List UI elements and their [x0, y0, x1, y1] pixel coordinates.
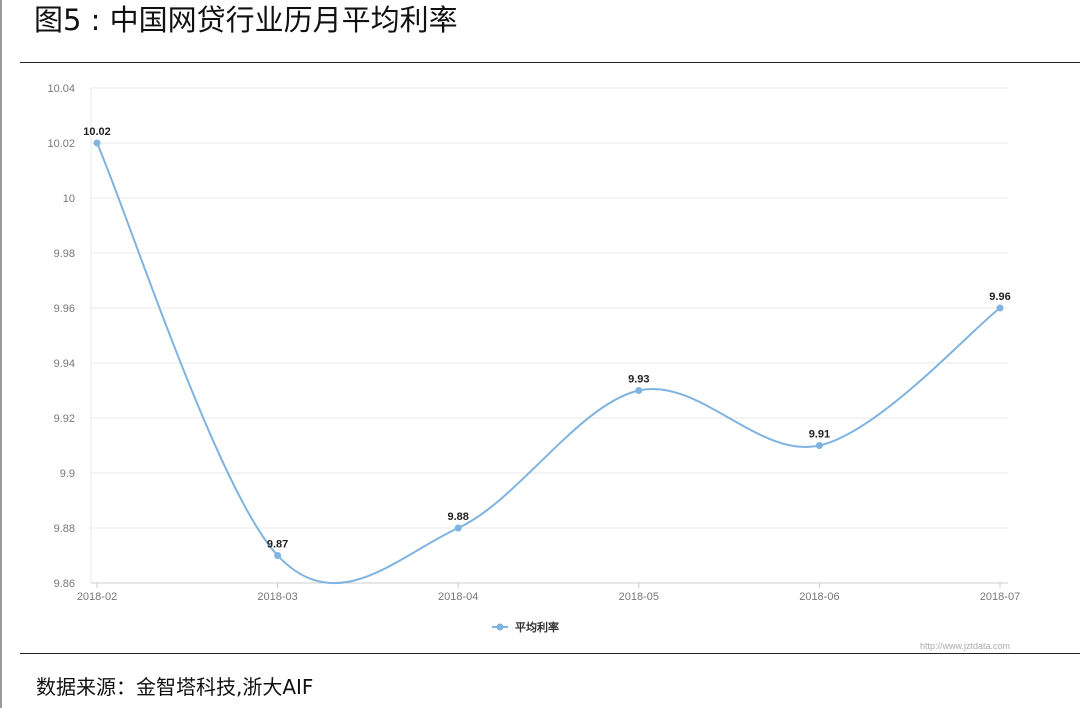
- data-label: 9.88: [447, 511, 468, 523]
- y-axis-ticks: 9.86 9.88 9.9 9.92 9.94 9.96 9.98 10 10.02 10.04: [47, 83, 75, 590]
- data-label: 9.96: [989, 291, 1010, 303]
- bottom-rule: [20, 653, 1080, 654]
- y-tick-label: 10.04: [47, 83, 75, 95]
- data-label: 10.02: [83, 126, 111, 138]
- y-tick-label: 9.86: [54, 578, 75, 590]
- top-rule: [20, 62, 1080, 63]
- y-tick-label: 9.88: [54, 523, 75, 535]
- data-point[interactable]: [996, 304, 1004, 312]
- legend-marker: [496, 623, 504, 631]
- x-axis: 2018-02 2018-03 2018-04 2018-05 2018-06 2018-…: [77, 88, 1020, 603]
- legend-label: 平均利率: [515, 620, 559, 634]
- line-chart: 9.869.889.99.929.949.969.981010.0210.04 …: [47, 83, 1020, 651]
- x-tick-label: 2018-06: [799, 591, 839, 603]
- figure-title: 图5 : 中国网贷行业历月平均利率: [34, 3, 458, 37]
- x-tick-label: 2018-02: [77, 591, 117, 603]
- y-tick-label: 9.92: [54, 413, 75, 425]
- data-point[interactable]: [454, 524, 462, 532]
- left-border: [0, 0, 2, 708]
- source-note: 数据来源：金智塔科技,浙大AIF: [36, 675, 314, 699]
- x-tick-label: 2018-05: [619, 591, 659, 603]
- legend[interactable]: 平均利率: [492, 620, 559, 634]
- series-group: 10.02 9.87 9.88 9.93 9.91 9.96: [83, 126, 1011, 585]
- y-tick-label: 9.9: [60, 468, 75, 480]
- data-label: 9.91: [809, 429, 830, 441]
- data-point[interactable]: [93, 139, 101, 147]
- data-label: 9.87: [267, 539, 288, 551]
- y-tick-label: 9.94: [54, 358, 75, 370]
- x-tick-label: 2018-07: [980, 591, 1020, 603]
- data-point[interactable]: [815, 442, 823, 449]
- data-label: 9.93: [628, 374, 649, 386]
- grid-lines: [91, 87, 1008, 529]
- y-tick-label: 9.98: [54, 248, 75, 260]
- y-tick-label: 9.96: [54, 303, 75, 315]
- watermark: http://www.jztdata.com: [920, 641, 1010, 651]
- series-line: [96, 142, 1001, 585]
- x-tick-label: 2018-03: [257, 591, 297, 603]
- data-point[interactable]: [274, 552, 282, 559]
- y-tick-label: 10: [63, 193, 75, 205]
- x-tick-label: 2018-04: [438, 591, 478, 603]
- y-tick-label: 10.02: [47, 138, 75, 150]
- data-point[interactable]: [635, 387, 643, 394]
